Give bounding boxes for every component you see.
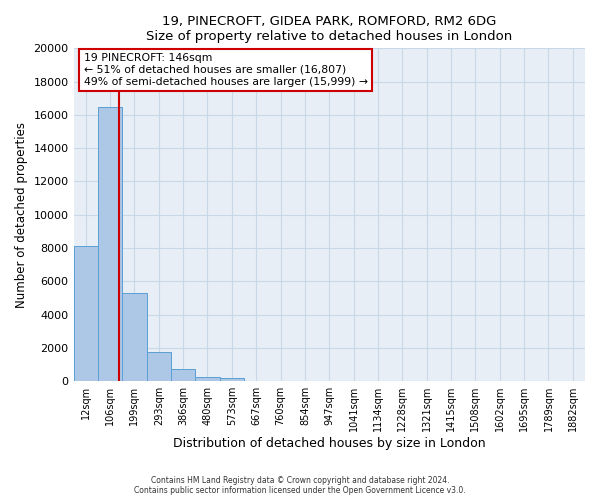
Bar — [171, 368, 196, 381]
Y-axis label: Number of detached properties: Number of detached properties — [15, 122, 28, 308]
Bar — [146, 352, 171, 381]
Bar — [220, 378, 244, 381]
Bar — [122, 293, 146, 381]
Bar — [196, 376, 220, 381]
Bar — [98, 106, 122, 381]
X-axis label: Distribution of detached houses by size in London: Distribution of detached houses by size … — [173, 437, 485, 450]
Bar — [74, 246, 98, 381]
Title: 19, PINECROFT, GIDEA PARK, ROMFORD, RM2 6DG
Size of property relative to detache: 19, PINECROFT, GIDEA PARK, ROMFORD, RM2 … — [146, 15, 512, 43]
Text: 19 PINECROFT: 146sqm
← 51% of detached houses are smaller (16,807)
49% of semi-d: 19 PINECROFT: 146sqm ← 51% of detached h… — [84, 54, 368, 86]
Text: Contains HM Land Registry data © Crown copyright and database right 2024.
Contai: Contains HM Land Registry data © Crown c… — [134, 476, 466, 495]
